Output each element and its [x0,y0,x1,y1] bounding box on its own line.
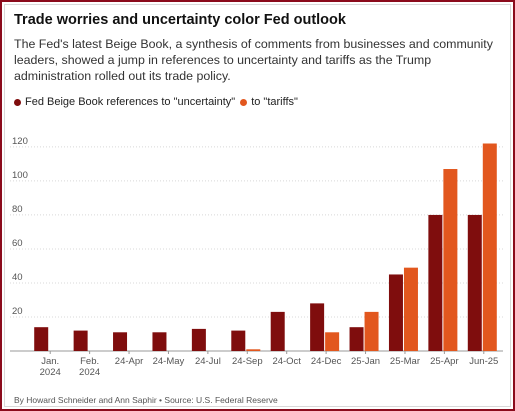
chart-title: Trade worries and uncertainty color Fed … [14,12,346,28]
legend-item-uncertainty: Fed Beige Book references to "uncertaint… [14,96,235,108]
y-tick-label: 80 [12,204,23,215]
bar-uncertainty [191,328,206,351]
x-tick-label: 2024 [79,367,100,378]
bar-uncertainty [231,330,246,351]
x-tick-label: 2024 [40,367,61,378]
bar-uncertainty [310,303,325,351]
bar-uncertainty [349,327,364,351]
grid-layer [10,146,503,354]
legend: Fed Beige Book references to "uncertaint… [14,96,303,108]
x-tick-label: Jun-25 [469,356,498,367]
x-tick-label: 24-May [153,356,185,367]
bar-uncertainty [428,214,443,351]
legend-item-tariffs: to "tariffs" [240,96,298,108]
x-tick-label: Jan. [41,356,59,367]
bar-tariffs [364,311,379,351]
bar-tariffs [246,349,261,351]
chart-subtitle: The Fed's latest Beige Book, a synthesis… [14,37,493,83]
bar-tariffs [403,267,418,351]
y-tick-label: 40 [12,272,23,283]
bar-uncertainty [388,274,403,351]
x-tick-label: 24-Oct [272,356,301,367]
bar-uncertainty [270,311,285,351]
bar-uncertainty [34,327,49,351]
legend-swatch-tariffs [240,98,248,106]
bar-tariffs [482,143,497,351]
y-tick-label: 60 [12,238,23,249]
x-tick-label: 25-Mar [390,356,420,367]
y-tick-label: 100 [12,170,28,181]
x-tick-label: 24-Apr [115,356,144,367]
x-tick-label: 25-Jan [351,356,380,367]
bar-tariffs [443,169,458,351]
y-tick-label: 20 [12,306,23,317]
bar-layer [34,143,497,351]
x-tick-label: Feb. [80,356,99,367]
x-tick-label: 25-Apr [430,356,459,367]
bar-uncertainty [113,332,128,351]
legend-label-tariffs: to "tariffs" [251,96,298,108]
legend-swatch-uncertainty [14,98,21,106]
x-tick-label: 24-Sep [232,356,263,367]
bar-uncertainty [467,214,482,351]
y-tick-label: 120 [12,136,28,147]
bar-uncertainty [152,332,167,351]
bar-tariffs [325,332,340,351]
legend-label-uncertainty: Fed Beige Book references to "uncertaint… [25,96,236,108]
source-note: By Howard Schneider and Ann Saphir • Sou… [14,395,278,405]
x-tick-label: 24-Dec [311,356,342,367]
bar-uncertainty [73,330,88,351]
x-tick-label: 24-Jul [195,356,221,367]
